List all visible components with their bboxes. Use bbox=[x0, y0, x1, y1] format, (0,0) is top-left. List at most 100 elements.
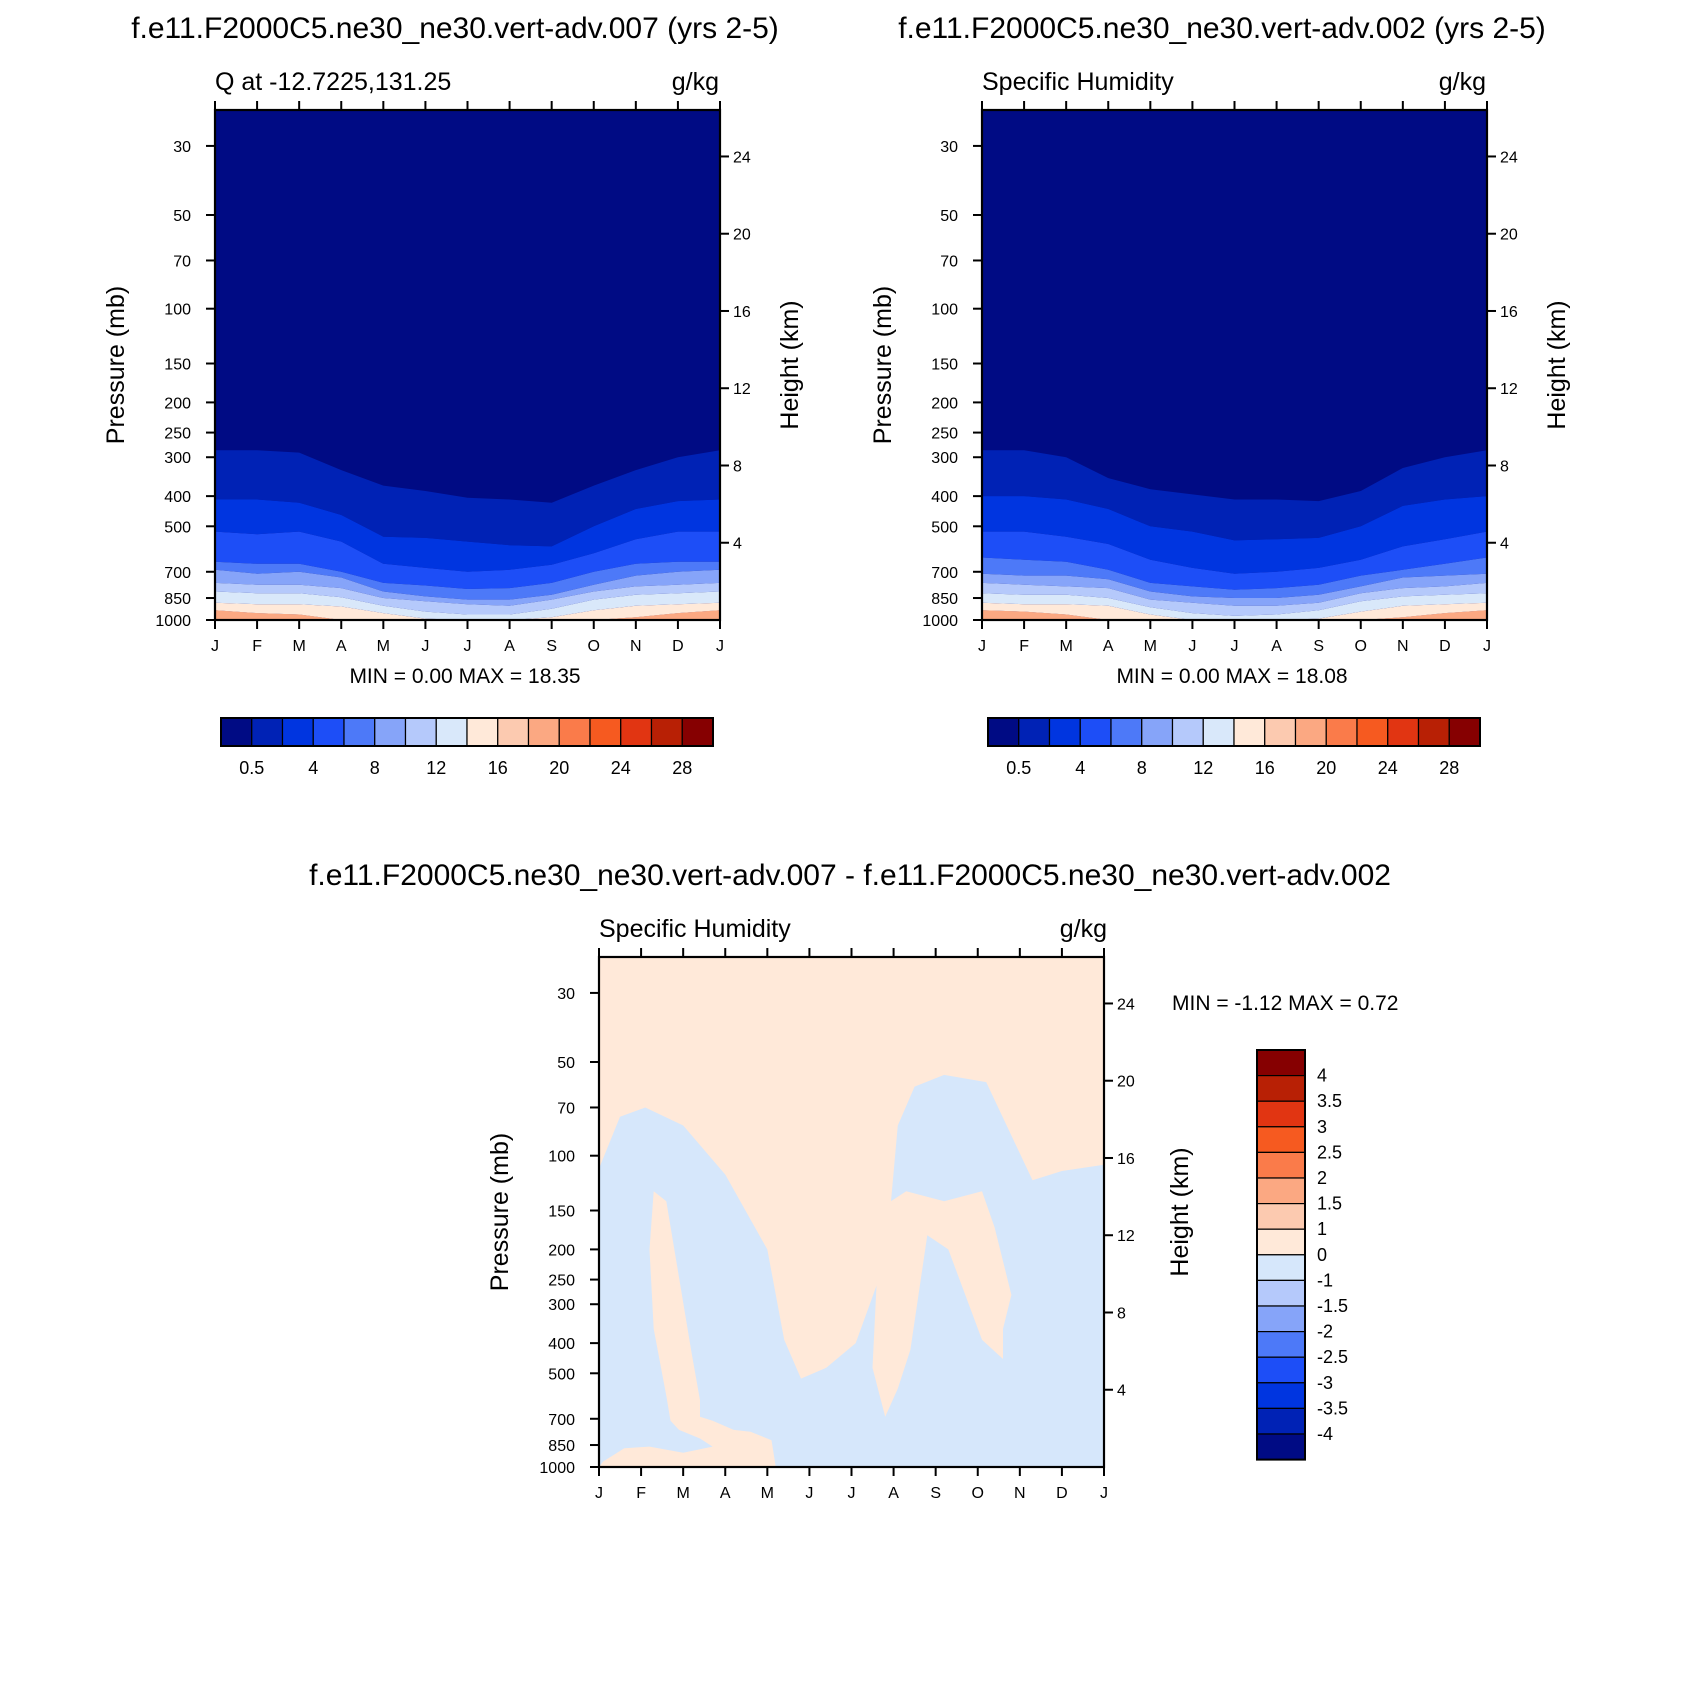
x-tick-label: O bbox=[1355, 638, 1367, 655]
y-tick-label: 50 bbox=[940, 208, 958, 225]
y-right-tick-label: 20 bbox=[1500, 227, 1518, 244]
x-tick-label: M bbox=[761, 1485, 774, 1502]
x-tick-label: M bbox=[377, 638, 390, 655]
colorbar-label: 4 bbox=[308, 758, 318, 778]
colorbar-box bbox=[312, 717, 345, 747]
colorbar-box bbox=[1256, 1177, 1306, 1205]
y-right-tick-label: 4 bbox=[1500, 536, 1509, 553]
y-right-tick-label: 4 bbox=[1117, 1383, 1126, 1400]
panel-3-min-max: MIN = -1.12 MAX = 0.72 bbox=[1172, 992, 1398, 1015]
y-right-tick-label: 24 bbox=[1500, 149, 1518, 166]
colorbar-box bbox=[1018, 717, 1051, 747]
y-tick-label: 70 bbox=[940, 253, 958, 270]
x-tick-label: S bbox=[1313, 638, 1324, 655]
y-tick-label: 400 bbox=[164, 489, 191, 506]
colorbar-box bbox=[650, 717, 683, 747]
colorbar-box bbox=[1141, 717, 1174, 747]
y-tick-label: 70 bbox=[173, 253, 191, 270]
y-right-tick-label: 16 bbox=[733, 304, 751, 321]
panel-1-subtitle-left: Q at -12.7225,131.25 bbox=[215, 68, 451, 96]
panel-1-min-max: MIN = 0.00 MAX = 18.35 bbox=[349, 665, 580, 688]
colorbar-box bbox=[1264, 717, 1297, 747]
contour-band-14 bbox=[215, 602, 720, 620]
colorbar-label: 28 bbox=[1439, 758, 1459, 778]
colorbar-label: 1 bbox=[1317, 1219, 1327, 1239]
y-tick-label: 700 bbox=[164, 565, 191, 582]
colorbar-box bbox=[558, 717, 591, 747]
colorbar-box bbox=[404, 717, 437, 747]
x-tick-label: J bbox=[595, 1485, 603, 1502]
panel-1-plot-area: J F M A M J J A S O N D J 30 50 70 100 150 200 250 300 400 500… bbox=[155, 101, 751, 655]
x-tick-label: J bbox=[1100, 1485, 1108, 1502]
colorbar-label: -4 bbox=[1317, 1424, 1333, 1444]
y-tick-label: 150 bbox=[931, 357, 958, 374]
y-tick-label: 30 bbox=[940, 139, 958, 156]
diff-region-negative bbox=[599, 1074, 1104, 1467]
colorbar-label: 3.5 bbox=[1317, 1091, 1342, 1111]
colorbar-box bbox=[1256, 1305, 1306, 1333]
panel-1-title: f.e11.F2000C5.ne30_ne30.vert-adv.007 (yr… bbox=[131, 12, 779, 45]
colorbar-box bbox=[1294, 717, 1327, 747]
colorbar-label: 2.5 bbox=[1317, 1142, 1342, 1162]
panel-2-ylabel: Pressure (mb) bbox=[869, 286, 897, 444]
colorbar-box bbox=[1256, 1254, 1306, 1282]
colorbar-frame bbox=[220, 717, 714, 747]
y-tick-label: 50 bbox=[173, 208, 191, 225]
x-tick-label: A bbox=[888, 1485, 899, 1502]
colorbar-box bbox=[466, 717, 499, 747]
contour-band-6 bbox=[215, 561, 720, 600]
colorbar-label: 8 bbox=[1137, 758, 1147, 778]
x-tick-label: N bbox=[1014, 1485, 1026, 1502]
y-tick-label: 100 bbox=[164, 302, 191, 319]
colorbar-box bbox=[1256, 1433, 1306, 1461]
x-tick-label: A bbox=[504, 638, 515, 655]
y-tick-label: 250 bbox=[548, 1273, 575, 1290]
panel-1-colorbar: 0.5 4 8 12 16 20 24 28 bbox=[220, 717, 714, 778]
colorbar-box bbox=[1356, 717, 1389, 747]
colorbar-box bbox=[1256, 1126, 1306, 1154]
panel-1-ylabel: Pressure (mb) bbox=[102, 286, 130, 444]
y-tick-label: 30 bbox=[173, 139, 191, 156]
colorbar-box bbox=[620, 717, 653, 747]
colorbar-box bbox=[1233, 717, 1266, 747]
colorbar-label: 0.5 bbox=[239, 758, 264, 778]
colorbar-box bbox=[343, 717, 376, 747]
colorbar-box bbox=[497, 717, 530, 747]
y-right-tick-label: 8 bbox=[733, 458, 742, 475]
y-tick-label: 500 bbox=[931, 519, 958, 536]
x-tick-label: S bbox=[930, 1485, 941, 1502]
y-tick-label: 400 bbox=[548, 1336, 575, 1353]
x-tick-label: O bbox=[972, 1485, 984, 1502]
y-tick-label: 500 bbox=[164, 519, 191, 536]
x-tick-label: N bbox=[1397, 638, 1409, 655]
contour-band-12 bbox=[982, 593, 1487, 620]
y-tick-label: 100 bbox=[548, 1149, 575, 1166]
y-tick-label: 200 bbox=[931, 395, 958, 412]
colorbar-box bbox=[1048, 717, 1081, 747]
colorbar-box bbox=[435, 717, 468, 747]
x-tick-label: J bbox=[1231, 638, 1239, 655]
colorbar-label: 20 bbox=[549, 758, 569, 778]
colorbar-box bbox=[281, 717, 314, 747]
colorbar-box bbox=[1256, 1279, 1306, 1307]
colorbar-label: 28 bbox=[672, 758, 692, 778]
x-tick-label: A bbox=[1103, 638, 1114, 655]
colorbar-label: -3.5 bbox=[1317, 1398, 1348, 1418]
y-tick-label: 1000 bbox=[539, 1460, 575, 1477]
y-right-tick-label: 8 bbox=[1117, 1305, 1126, 1322]
panel-2: f.e11.F2000C5.ne30_ne30.vert-adv.002 (yr… bbox=[869, 12, 1571, 778]
y-tick-label: 300 bbox=[548, 1297, 575, 1314]
x-tick-label: J bbox=[805, 1485, 813, 1502]
y-right-tick-label: 16 bbox=[1500, 304, 1518, 321]
colorbar-label: 4 bbox=[1317, 1066, 1327, 1086]
colorbar-label: 0.5 bbox=[1006, 758, 1031, 778]
y-tick-label: 700 bbox=[548, 1412, 575, 1429]
colorbar-label: -2 bbox=[1317, 1322, 1333, 1342]
colorbar-box bbox=[1256, 1100, 1306, 1128]
colorbar-label: -1 bbox=[1317, 1270, 1333, 1290]
panel-2-ylabel-right: Height (km) bbox=[1543, 300, 1571, 429]
y-tick-label: 850 bbox=[164, 591, 191, 608]
y-tick-label: 850 bbox=[548, 1438, 575, 1455]
contour-band-4 bbox=[215, 531, 720, 589]
